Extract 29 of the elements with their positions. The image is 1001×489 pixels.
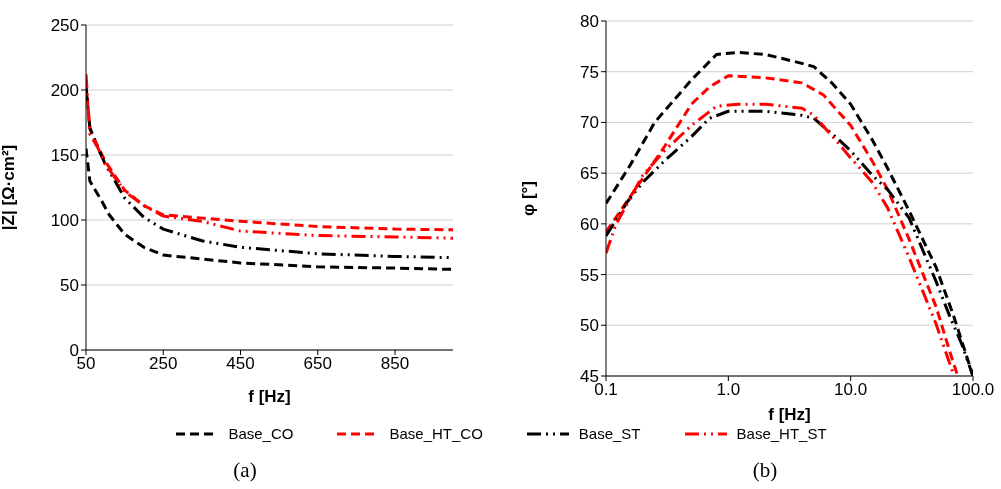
y-tick-label: 50	[580, 316, 599, 336]
x-axis-title: f [Hz]	[248, 387, 291, 406]
y-tick-label: 70	[580, 113, 599, 133]
y-tick-label: 150	[50, 146, 79, 166]
y-tick-label: 250	[50, 16, 79, 36]
x-tick-label: 10.0	[834, 380, 868, 400]
y-tick-label: 100	[50, 211, 79, 231]
x-tick-label: 100.0	[951, 380, 995, 400]
legend-label: Base_CO	[228, 425, 294, 442]
legend-label: Base_HT_ST	[736, 425, 827, 442]
y-tick-label: 75	[580, 62, 599, 82]
x-tick-label: 450	[226, 354, 255, 374]
legend-label: Base_ST	[578, 425, 641, 442]
y-tick-label: 200	[50, 81, 79, 101]
y-tick-label: 55	[580, 265, 599, 285]
legend-label: Base_HT_CO	[389, 425, 483, 442]
text: (a)	[232, 458, 258, 483]
x-tick-label: 850	[380, 354, 410, 374]
x-tick-label: 650	[303, 354, 332, 374]
y-tick-label: 65	[580, 164, 599, 184]
x-axis-title: f [Hz]	[768, 405, 811, 424]
y-tick-label: 50	[60, 276, 79, 296]
y-tick-label: 80	[580, 12, 599, 32]
y-axis-title: |Z| [Ω·cm²]	[0, 144, 19, 231]
x-tick-label: 1.0	[716, 380, 741, 400]
y-tick-label: 60	[580, 214, 599, 234]
text: (b)	[751, 458, 779, 483]
x-tick-label: 250	[149, 354, 178, 374]
y-axis-title: φ [°]	[519, 180, 539, 217]
